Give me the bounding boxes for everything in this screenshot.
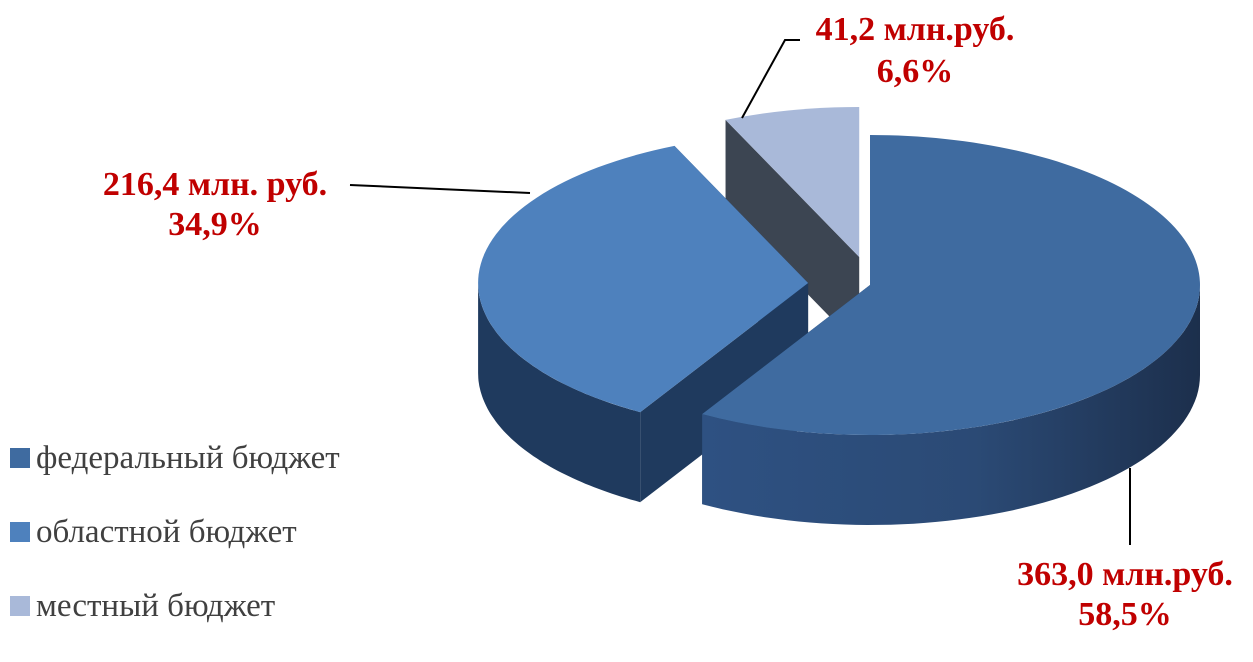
- data-labels: 363,0 млн.руб.58,5% 216,4 млн. руб.34,9% 4…: [103, 11, 1233, 633]
- data-label-value-local: 41,2 млн.руб.: [816, 11, 1015, 48]
- slice-federal: [702, 135, 1200, 525]
- slice-side2-regional: [640, 283, 809, 503]
- slice-top-local: [725, 107, 860, 258]
- legend-item-federal: федеральный бюджет: [10, 440, 340, 476]
- legend-label-local: местный бюджет: [36, 587, 276, 624]
- legend-swatch-regional: [10, 522, 30, 542]
- slice-top-regional: [478, 145, 809, 413]
- pie-chart: 363,0 млн.руб.58,5% 216,4 млн. руб.34,9% 4…: [103, 11, 1233, 633]
- leader-line-regional: [349, 184, 531, 194]
- slice-side2-local: [725, 119, 860, 348]
- legend-label-regional: областной бюджет: [36, 513, 297, 550]
- leader-lines: [349, 39, 1131, 545]
- slice-rim-federal: [702, 285, 1200, 525]
- data-label-value-federal: 363,0 млн.руб.: [1017, 556, 1233, 593]
- legend-item-local: местный бюджет: [10, 588, 340, 624]
- data-label-percent-federal: 58,5%: [1078, 596, 1172, 633]
- slice-local: [725, 107, 860, 348]
- data-label-percent-regional: 34,9%: [168, 206, 262, 243]
- slice-regional: [478, 145, 809, 503]
- legend-item-regional: областной бюджет: [10, 514, 340, 550]
- legend-swatch-federal: [10, 448, 30, 468]
- legend-swatch-local: [10, 596, 30, 616]
- data-label-percent-local: 6,6%: [877, 53, 954, 90]
- data-label-value-regional: 216,4 млн. руб.: [103, 166, 327, 203]
- legend-label-federal: федеральный бюджет: [36, 439, 340, 476]
- slice-top-federal: [702, 135, 1200, 435]
- pie-slices: [478, 107, 1200, 525]
- leader-line-local: [741, 39, 800, 119]
- slice-rim-regional: [478, 283, 641, 503]
- legend: федеральный бюджет областной бюджет мест…: [10, 440, 340, 662]
